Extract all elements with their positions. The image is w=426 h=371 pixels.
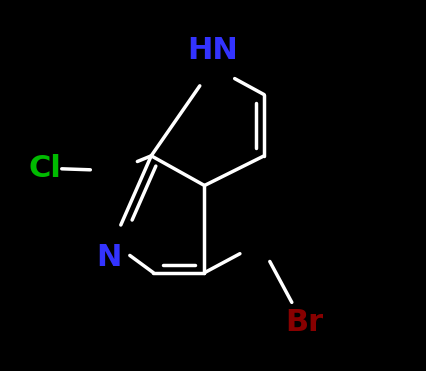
Text: N: N	[96, 243, 121, 272]
Text: HN: HN	[187, 36, 239, 65]
Text: Br: Br	[285, 308, 324, 337]
Text: Cl: Cl	[28, 154, 61, 183]
